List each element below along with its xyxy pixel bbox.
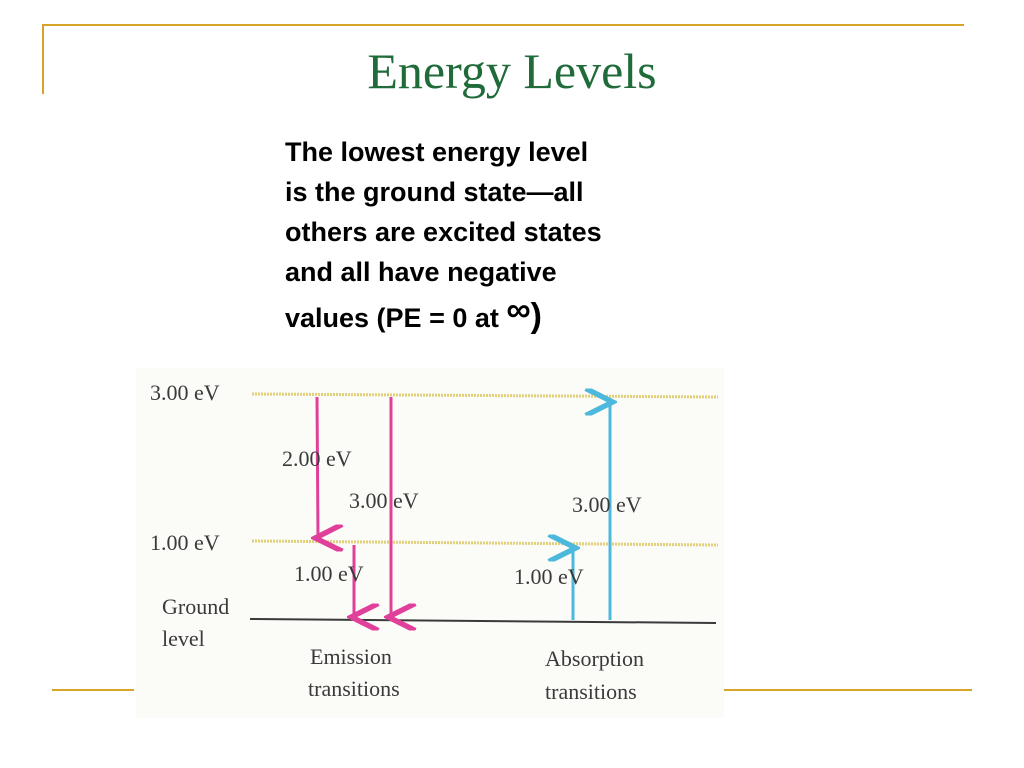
left-rule [42, 24, 44, 94]
level-line-3ev [251, 392, 719, 399]
emission-caption-line1: Emission [310, 644, 392, 669]
absorption-caption-line2: transitions [545, 679, 637, 704]
ground-level-line [249, 618, 717, 624]
closing-paren: ) [530, 297, 542, 335]
body-line: and all have negative [285, 257, 557, 287]
energy-level-diagram: 3.00 eV 1.00 eV Ground level 2.00 eV 3.0… [136, 368, 724, 718]
bottom-right-rule [722, 689, 972, 691]
slide-title: Energy Levels [367, 43, 657, 99]
body-line: others are excited states [285, 217, 602, 247]
ground-label-line2: level [162, 626, 205, 651]
emission-label-2ev: 2.00 eV [282, 446, 352, 471]
energy-level-svg: 3.00 eV 1.00 eV Ground level 2.00 eV 3.0… [150, 380, 719, 704]
body-line: is the ground state—all [285, 177, 584, 207]
emission-caption-line2: transitions [308, 676, 400, 701]
body-line-last: values (PE = 0 at ∞) [285, 291, 715, 338]
ground-label-line1: Ground [162, 594, 229, 619]
body-last-prefix: values (PE = 0 at [285, 303, 507, 333]
level-label-3ev: 3.00 eV [150, 380, 220, 405]
bottom-left-rule [52, 689, 134, 691]
emission-label-3ev: 3.00 eV [349, 488, 419, 513]
absorption-label-3ev: 3.00 eV [572, 492, 642, 517]
infinity-symbol: ∞ [506, 291, 531, 329]
absorption-label-1ev: 1.00 eV [514, 564, 584, 589]
emission-label-1ev: 1.00 eV [294, 561, 364, 586]
top-rule [42, 24, 964, 26]
body-line: The lowest energy level [285, 137, 589, 167]
level-label-1ev: 1.00 eV [150, 530, 220, 555]
emission-arrow-3to1 [317, 396, 318, 538]
absorption-caption-line1: Absorption [545, 646, 644, 671]
level-line-1ev [251, 539, 719, 547]
body-text: The lowest energy level is the ground st… [285, 132, 715, 338]
